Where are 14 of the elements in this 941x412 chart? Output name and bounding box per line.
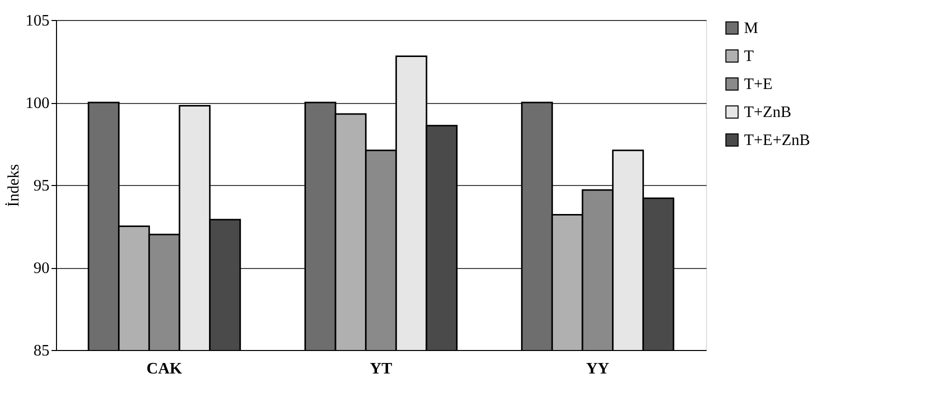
x-tick-label: YT [370, 360, 392, 378]
legend-label: T+E [744, 76, 773, 93]
legend-label: T+E+ZnB [744, 132, 810, 149]
y-tick-label: 90 [34, 260, 50, 277]
y-tick-label: 105 [26, 12, 50, 30]
x-tick-label: CAK [146, 360, 183, 378]
legend-label: T [744, 48, 754, 65]
y-axis-title: İndeks [4, 164, 22, 207]
y-tick-label: 95 [34, 178, 50, 194]
y-tick-label: 100 [26, 95, 50, 112]
y-tick-label: 85 [34, 342, 50, 360]
legend-label: M [744, 20, 758, 37]
x-tick-label: YY [586, 360, 610, 378]
legend-label: T+ZnB [744, 104, 792, 121]
